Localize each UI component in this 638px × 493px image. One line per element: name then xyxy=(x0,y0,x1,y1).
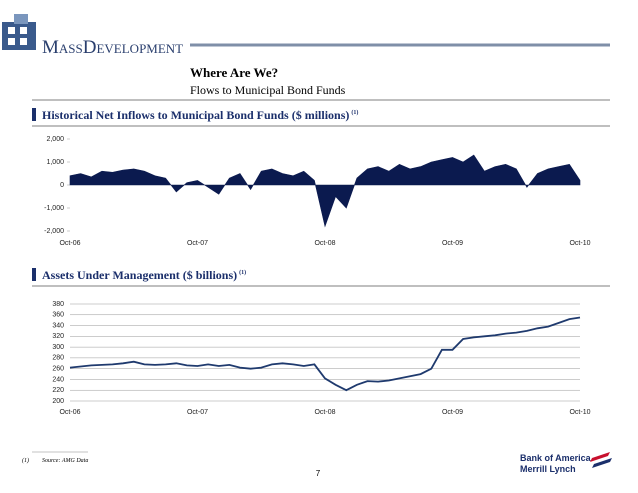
footnote-mark: (1) xyxy=(22,457,29,464)
y-tick-label: 2,000 xyxy=(46,136,64,143)
section-marker xyxy=(32,108,36,121)
x-tick-label: Oct-08 xyxy=(314,240,335,247)
x-tick-label: Oct-10 xyxy=(569,240,590,247)
page-number: 7 xyxy=(316,469,321,478)
bank-flag xyxy=(590,452,612,468)
bank-logo-line2: Merrill Lynch xyxy=(520,464,576,474)
y-tick-label: 280 xyxy=(52,355,64,362)
x-tick-label: Oct-06 xyxy=(59,409,80,416)
y-tick-label: 200 xyxy=(52,398,64,405)
footnote: Source: AMG Data xyxy=(42,458,88,464)
chart-title: Assets Under Management ($ billions) (1) xyxy=(42,268,246,282)
section-marker xyxy=(32,268,36,281)
logo: MassDevelopment xyxy=(2,14,183,58)
y-tick-label: 340 xyxy=(52,322,64,329)
chart-title-note: (1) xyxy=(239,269,246,276)
y-tick-label: -2,000 xyxy=(44,228,64,235)
x-tick-label: Oct-09 xyxy=(442,409,463,416)
y-tick-label: 360 xyxy=(52,312,64,319)
y-tick-label: 240 xyxy=(52,376,64,383)
logo-text: MassDevelopment xyxy=(42,37,183,58)
y-tick-label: -1,000 xyxy=(44,205,64,212)
chart-title-note: (1) xyxy=(351,109,358,116)
slide-title: Where Are We? xyxy=(190,65,278,80)
y-tick-label: 1,000 xyxy=(46,159,64,166)
x-tick-label: Oct-06 xyxy=(59,240,80,247)
x-tick-label: Oct-08 xyxy=(314,409,335,416)
y-tick-label: 300 xyxy=(52,344,64,351)
area xyxy=(69,154,581,228)
x-tick-label: Oct-07 xyxy=(187,240,208,247)
y-tick-label: 220 xyxy=(52,387,64,394)
bank-logo-line1: Bank of America xyxy=(520,453,592,463)
line xyxy=(69,316,581,392)
chart-title: Historical Net Inflows to Municipal Bond… xyxy=(42,108,358,122)
slide-subtitle: Flows to Municipal Bond Funds xyxy=(190,83,346,97)
y-tick-label: 260 xyxy=(52,366,64,373)
y-tick-label: 380 xyxy=(52,301,64,308)
x-tick-label: Oct-10 xyxy=(569,409,590,416)
y-tick-label: 0 xyxy=(60,182,64,189)
chart-title-text: Assets Under Management ($ billions) xyxy=(42,268,237,282)
y-tick-label: 320 xyxy=(52,333,64,340)
chart-title-text: Historical Net Inflows to Municipal Bond… xyxy=(42,108,349,122)
x-tick-label: Oct-07 xyxy=(187,409,208,416)
x-tick-label: Oct-09 xyxy=(442,240,463,247)
